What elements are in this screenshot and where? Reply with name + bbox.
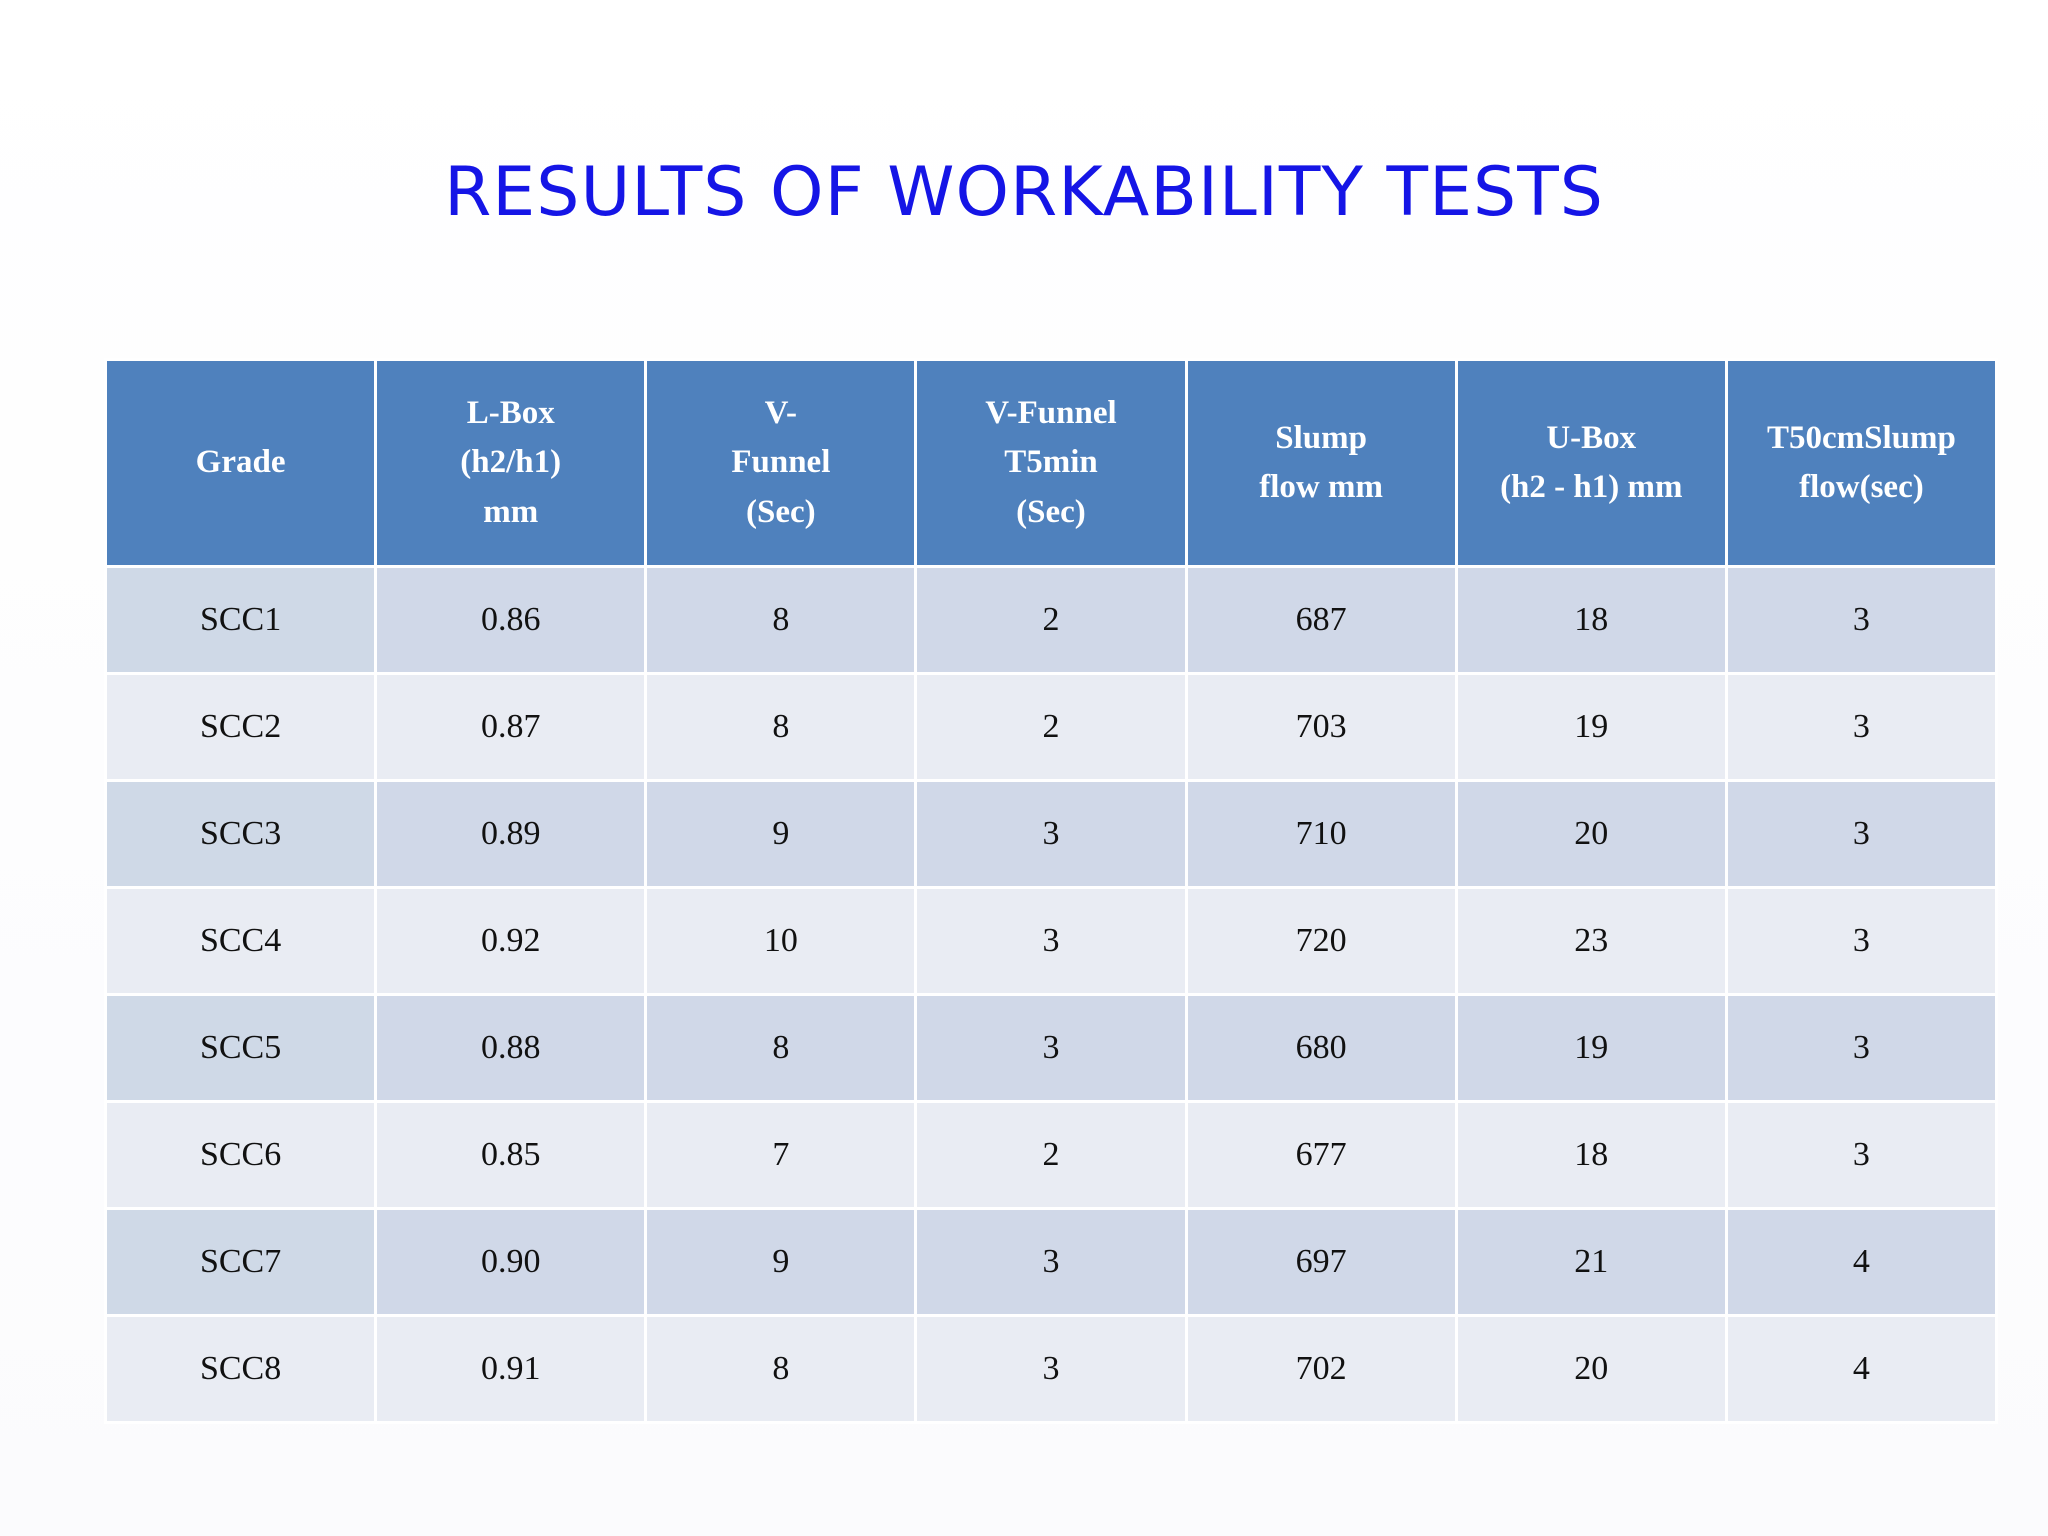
cell-v-funnel-t5min: 3	[914, 993, 1188, 1103]
header-slump-flow: Slump flow mm	[1184, 358, 1458, 568]
header-t50cm-slump: T50cmSlump flow(sec)	[1724, 358, 1999, 568]
cell-t50cm-slump: 3	[1724, 886, 1999, 996]
cell-v-funnel: 8	[644, 1314, 918, 1424]
header-line: V-	[764, 394, 798, 431]
cell-slump-flow: 710	[1184, 779, 1458, 889]
cell-slump-flow: 680	[1184, 993, 1458, 1103]
cell-v-funnel: 10	[644, 886, 918, 996]
table-row: SCC8 0.91 8 3 702 20 4	[103, 1314, 1999, 1424]
header-line: V-Funnel	[985, 394, 1117, 431]
cell-slump-flow: 702	[1184, 1314, 1458, 1424]
cell-v-funnel: 9	[644, 779, 918, 889]
cell-v-funnel-t5min: 3	[914, 779, 1188, 889]
table-row: SCC3 0.89 9 3 710 20 3	[103, 779, 1999, 889]
header-line: U-Box	[1546, 419, 1637, 456]
header-l-box: L-Box (h2/h1) mm	[374, 358, 648, 568]
cell-v-funnel-t5min: 2	[914, 1100, 1188, 1210]
cell-slump-flow: 703	[1184, 672, 1458, 782]
cell-grade: SCC3	[103, 779, 378, 889]
workability-results-table: Grade L-Box (h2/h1) mm V- Funnel (Sec) V…	[103, 358, 1999, 1424]
cell-t50cm-slump: 3	[1724, 1100, 1999, 1210]
slide-title: RESULTS OF WORKABILITY TESTS	[444, 153, 1604, 232]
cell-slump-flow: 697	[1184, 1207, 1458, 1317]
table-row: SCC1 0.86 8 2 687 18 3	[103, 565, 1999, 675]
header-line: T50cmSlump	[1766, 419, 1956, 456]
header-grade: Grade	[103, 358, 378, 568]
header-line: L-Box	[466, 394, 555, 431]
cell-v-funnel-t5min: 2	[914, 672, 1188, 782]
cell-l-box: 0.87	[374, 672, 648, 782]
cell-u-box: 20	[1454, 779, 1728, 889]
header-line: flow(sec)	[1799, 469, 1924, 505]
cell-slump-flow: 687	[1184, 565, 1458, 675]
cell-v-funnel-t5min: 2	[914, 565, 1188, 675]
cell-v-funnel-t5min: 3	[914, 1314, 1188, 1424]
cell-grade: SCC1	[103, 565, 378, 675]
cell-l-box: 0.89	[374, 779, 648, 889]
cell-v-funnel-t5min: 3	[914, 1207, 1188, 1317]
cell-l-box: 0.92	[374, 886, 648, 996]
table-row: SCC2 0.87 8 2 703 19 3	[103, 672, 1999, 782]
cell-v-funnel: 8	[644, 672, 918, 782]
header-v-funnel-t5min: V-Funnel T5min (Sec)	[914, 358, 1188, 568]
table-header: Grade L-Box (h2/h1) mm V- Funnel (Sec) V…	[103, 358, 1999, 568]
cell-grade: SCC7	[103, 1207, 378, 1317]
cell-t50cm-slump: 4	[1724, 1314, 1999, 1424]
table-body: SCC1 0.86 8 2 687 18 3 SCC2 0.87 8 2 703 19 3 SCC3 0.89…	[103, 565, 1999, 1424]
header-line: (h2/h1)	[460, 444, 562, 481]
cell-slump-flow: 720	[1184, 886, 1458, 996]
header-line: Grade	[195, 444, 286, 481]
cell-v-funnel: 7	[644, 1100, 918, 1210]
table-row: SCC7 0.90 9 3 697 21 4	[103, 1207, 1999, 1317]
header-v-funnel: V- Funnel (Sec)	[644, 358, 918, 568]
cell-l-box: 0.88	[374, 993, 648, 1103]
cell-u-box: 19	[1454, 993, 1728, 1103]
cell-v-funnel: 8	[644, 565, 918, 675]
cell-t50cm-slump: 3	[1724, 672, 1999, 782]
cell-u-box: 19	[1454, 672, 1728, 782]
cell-u-box: 23	[1454, 886, 1728, 996]
cell-grade: SCC6	[103, 1100, 378, 1210]
cell-v-funnel: 8	[644, 993, 918, 1103]
cell-slump-flow: 677	[1184, 1100, 1458, 1210]
cell-grade: SCC2	[103, 672, 378, 782]
header-line: Funnel	[731, 444, 831, 481]
header-line: mm	[483, 493, 539, 530]
table-row: SCC6 0.85 7 2 677 18 3	[103, 1100, 1999, 1210]
cell-t50cm-slump: 4	[1724, 1207, 1999, 1317]
cell-grade: SCC5	[103, 993, 378, 1103]
header-line: Slump	[1275, 419, 1367, 456]
header-line: (h2 - h1) mm	[1500, 469, 1683, 505]
cell-u-box: 21	[1454, 1207, 1728, 1317]
cell-t50cm-slump: 3	[1724, 993, 1999, 1103]
cell-u-box: 20	[1454, 1314, 1728, 1424]
cell-l-box: 0.90	[374, 1207, 648, 1317]
header-row: Grade L-Box (h2/h1) mm V- Funnel (Sec) V…	[103, 358, 1999, 568]
table-row: SCC4 0.92 10 3 720 23 3	[103, 886, 1999, 996]
header-line: flow mm	[1259, 469, 1383, 505]
cell-grade: SCC8	[103, 1314, 378, 1424]
cell-v-funnel: 9	[644, 1207, 918, 1317]
header-line: (Sec)	[746, 493, 816, 530]
header-line: T5min	[1004, 444, 1098, 481]
cell-l-box: 0.86	[374, 565, 648, 675]
cell-grade: SCC4	[103, 886, 378, 996]
cell-u-box: 18	[1454, 565, 1728, 675]
cell-l-box: 0.91	[374, 1314, 648, 1424]
cell-u-box: 18	[1454, 1100, 1728, 1210]
cell-v-funnel-t5min: 3	[914, 886, 1188, 996]
cell-t50cm-slump: 3	[1724, 779, 1999, 889]
header-u-box: U-Box (h2 - h1) mm	[1454, 358, 1728, 568]
cell-l-box: 0.85	[374, 1100, 648, 1210]
table-row: SCC5 0.88 8 3 680 19 3	[103, 993, 1999, 1103]
cell-t50cm-slump: 3	[1724, 565, 1999, 675]
header-line: (Sec)	[1016, 493, 1086, 530]
